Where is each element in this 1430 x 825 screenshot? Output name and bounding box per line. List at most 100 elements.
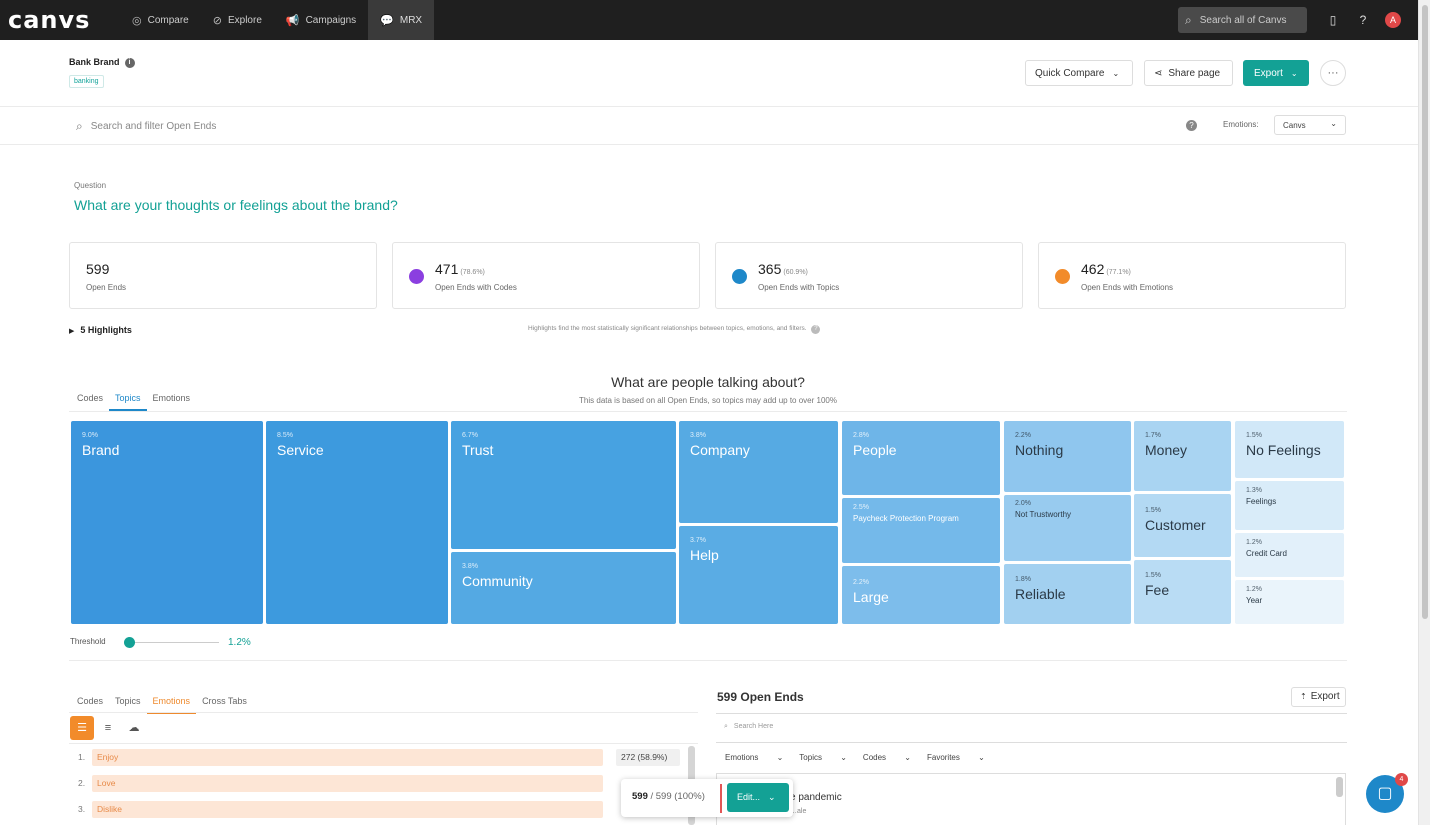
treemap-tile-nothing[interactable]: 2.2% Nothing	[1004, 421, 1131, 492]
divider	[0, 144, 1418, 145]
treemap-tile-year[interactable]: 1.2% Year	[1235, 580, 1344, 624]
tile-percent: 2.8%	[853, 432, 869, 439]
topics-icon	[732, 269, 747, 284]
treemap-tile-credit-card[interactable]: 1.2% Credit Card	[1235, 533, 1344, 577]
chevron-down-icon: ⌄	[1330, 119, 1337, 128]
help-icon[interactable]: ?	[1359, 13, 1367, 27]
treemap-tile-not-trustworthy[interactable]: 2.0% Not Trustworthy	[1004, 495, 1131, 561]
stat-card-topics[interactable]: 365 (60.9%) Open Ends with Topics	[715, 242, 1023, 309]
bookmark-icon[interactable]: ▯	[1329, 13, 1337, 27]
list-view-icon[interactable]: ☰	[70, 716, 94, 740]
stat-card-emotions[interactable]: 462 (77.1%) Open Ends with Emotions	[1038, 242, 1346, 309]
emotion-name: Enjoy	[92, 749, 603, 766]
threshold-slider-handle[interactable]	[124, 637, 136, 648]
treemap-tile-paycheck-protection-program[interactable]: 2.5% Paycheck Protection Program	[842, 498, 1000, 563]
tab-topics[interactable]: Topics	[109, 391, 147, 411]
treemap-tile-trust[interactable]: 6.7% Trust	[451, 421, 676, 549]
tile-name: Customer	[1145, 517, 1206, 533]
emotions-icon	[1055, 269, 1070, 284]
nav-item-mrx[interactable]: 💬 MRX	[368, 0, 435, 40]
filter-emotions-dropdown[interactable]: Emotions ⌄	[725, 753, 784, 762]
treemap-tile-community[interactable]: 3.8% Community	[451, 552, 676, 624]
treemap-tile-fee[interactable]: 1.5% Fee	[1134, 560, 1231, 624]
nav-item-explore[interactable]: ⊘ Explore	[201, 0, 274, 40]
tile-name: Brand	[82, 442, 120, 458]
tab-emotions[interactable]: Emotions	[152, 393, 191, 403]
treemap-tile-reliable[interactable]: 1.8% Reliable	[1004, 564, 1131, 624]
category-tag[interactable]: banking	[69, 75, 104, 88]
topic-view-tabs: Codes Topics Emotions	[71, 391, 196, 411]
tab-topics[interactable]: Topics	[115, 696, 141, 706]
stat-label: Open Ends with Topics	[758, 283, 840, 292]
highlights-toggle[interactable]: ▶ 5 Highlights	[69, 325, 132, 335]
help-icon[interactable]: ?	[811, 325, 821, 334]
filter-codes-dropdown[interactable]: Codes ⌄	[862, 753, 911, 762]
treemap-title: What are people talking about?	[611, 374, 805, 390]
page-title-text: Bank Brand	[69, 57, 120, 67]
tile-name: Money	[1145, 442, 1188, 458]
cloud-view-icon[interactable]: ☁	[128, 722, 140, 734]
stat-number: 471 (78.6%)	[435, 261, 485, 277]
treemap-tile-feelings[interactable]: 1.3% Feelings	[1235, 481, 1344, 530]
selection-count: 599 / 599 (100%)	[632, 791, 705, 802]
chat-icon: ▢	[1377, 785, 1393, 802]
treemap-tile-help[interactable]: 3.7% Help	[679, 526, 838, 624]
tile-name: People	[853, 442, 897, 458]
quick-compare-dropdown[interactable]: Quick Compare ⌄	[1025, 60, 1133, 86]
question-text: What are your thoughts or feelings about…	[74, 197, 398, 213]
scrollbar-thumb[interactable]	[1422, 5, 1428, 619]
stat-number: 462 (77.1%)	[1081, 261, 1131, 277]
global-search-input[interactable]: ⌕ Search all of Canvs	[1178, 7, 1307, 33]
tile-name: Year	[1246, 596, 1263, 605]
export-button[interactable]: Export ⌄	[1243, 60, 1309, 86]
more-options-button[interactable]: ···	[1320, 60, 1346, 86]
open-ends-export-button[interactable]: ⇡ Export	[1291, 687, 1346, 707]
open-end-text: e pandemic	[790, 792, 842, 803]
stat-value: 471	[435, 261, 459, 277]
filter-favorites-dropdown[interactable]: Favorites ⌄	[926, 753, 985, 762]
treemap-tile-company[interactable]: 3.8% Company	[679, 421, 838, 523]
treemap-tile-service[interactable]: 8.5% Service	[266, 421, 448, 624]
filter-topics-dropdown[interactable]: Topics ⌄	[799, 753, 847, 762]
tile-name: Paycheck Protection Program	[853, 514, 959, 523]
stat-percent: (78.6%)	[460, 269, 485, 276]
threshold-slider-track[interactable]	[124, 642, 219, 643]
stat-label: Open Ends with Codes	[435, 283, 517, 292]
bar-view-icon[interactable]: ≡	[104, 722, 112, 734]
info-icon[interactable]: i	[124, 57, 135, 68]
treemap-tile-brand[interactable]: 9.0% Brand	[71, 421, 263, 624]
tab-cross-tabs[interactable]: Cross Tabs	[202, 696, 247, 706]
divider	[69, 411, 1347, 412]
treemap-tile-customer[interactable]: 1.5% Customer	[1134, 494, 1231, 557]
help-icon[interactable]: ?	[1186, 120, 1197, 131]
codes-icon	[409, 269, 424, 284]
open-ends-scrollbar[interactable]	[1336, 777, 1343, 797]
treemap-tile-no-feelings[interactable]: 1.5% No Feelings	[1235, 421, 1344, 478]
tab-codes[interactable]: Codes	[77, 696, 104, 706]
page-scrollbar[interactable]	[1418, 0, 1430, 825]
edit-dropdown-button[interactable]: Edit... ⌄	[727, 783, 789, 812]
tab-codes[interactable]: Codes	[77, 393, 104, 403]
canvs-logo[interactable]: canvs	[8, 6, 91, 34]
divider	[716, 713, 1347, 714]
treemap-tile-people[interactable]: 2.8% People	[842, 421, 1000, 495]
stat-card-codes[interactable]: 471 (78.6%) Open Ends with Codes	[392, 242, 700, 309]
emotion-name: Love	[92, 775, 603, 792]
open-ends-filters: Emotions ⌄ Topics ⌄ Codes ⌄ Favorites ⌄	[725, 753, 1001, 762]
selection-count-rest: / 599 (100%)	[647, 791, 705, 802]
nav-item-campaigns[interactable]: 📢 Campaigns	[274, 0, 368, 40]
tile-percent: 1.2%	[1246, 539, 1262, 546]
tile-percent: 1.7%	[1145, 432, 1161, 439]
nav-item-compare[interactable]: ◎ Compare	[120, 0, 201, 40]
open-ends-filter-input[interactable]: ⌕ Search and filter Open Ends	[76, 119, 216, 134]
open-ends-search-input[interactable]: ⌕ Search Here	[724, 723, 773, 731]
avatar[interactable]: A	[1385, 12, 1401, 28]
treemap-subtitle: This data is based on all Open Ends, so …	[579, 396, 837, 405]
share-page-button[interactable]: ⋖ Share page	[1144, 60, 1233, 86]
treemap-tile-large[interactable]: 2.2% Large	[842, 566, 1000, 624]
emotions-select[interactable]: Canvs ⌄	[1274, 115, 1346, 135]
open-end-meta: …ale	[790, 808, 807, 815]
tile-name: Company	[690, 442, 750, 458]
treemap-tile-money[interactable]: 1.7% Money	[1134, 421, 1231, 491]
tab-emotions[interactable]: Emotions	[146, 694, 197, 714]
